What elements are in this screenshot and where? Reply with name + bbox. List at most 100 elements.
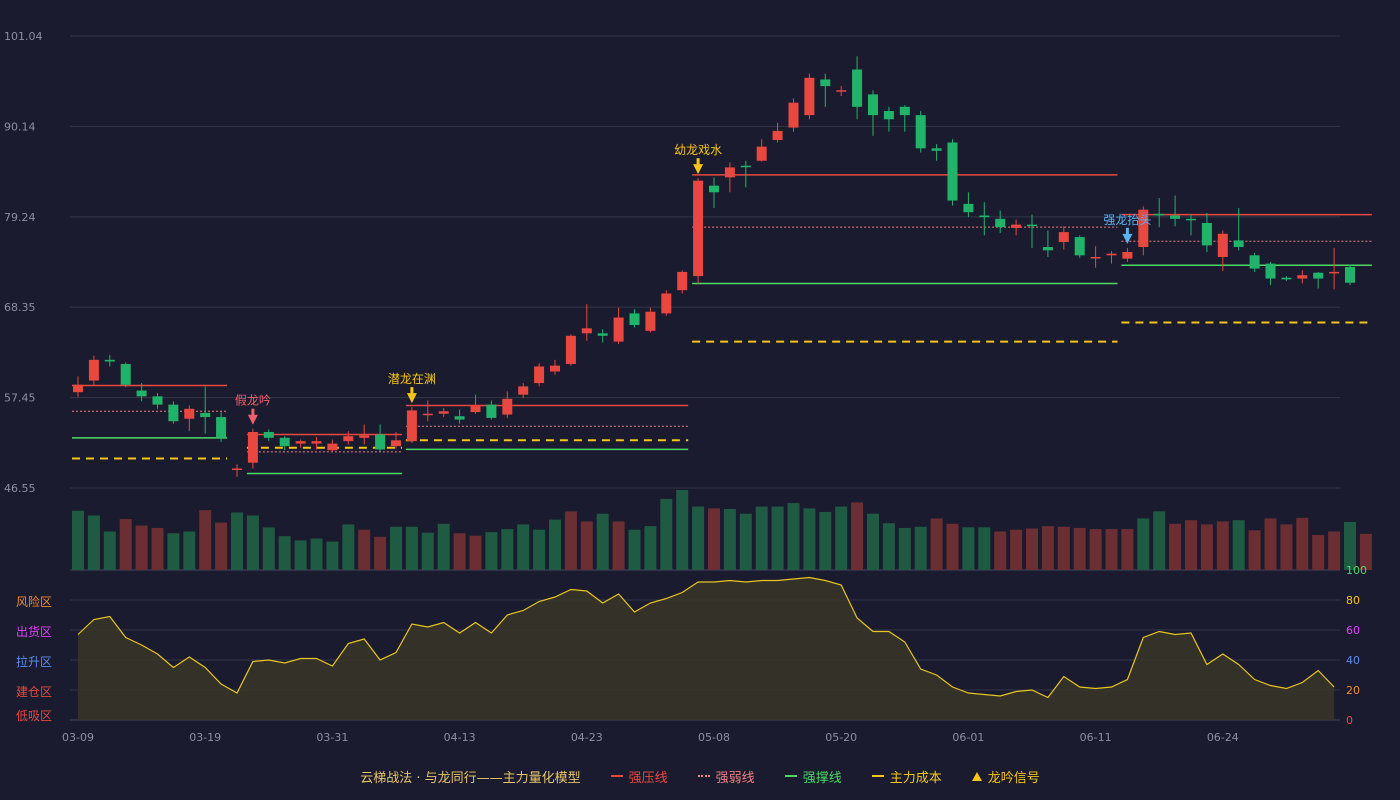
candle: [740, 160, 751, 188]
candle: [1281, 276, 1292, 282]
candle-body: [200, 412, 211, 418]
candle: [73, 376, 83, 398]
candle: [581, 304, 592, 341]
volume-bar: [962, 527, 975, 570]
volume-bar: [103, 531, 116, 570]
candle: [613, 307, 624, 345]
candle: [1170, 195, 1181, 227]
candle-body: [88, 359, 99, 381]
volume-bar: [708, 508, 720, 570]
volume-bar: [692, 506, 705, 570]
x-tick-label: 06-24: [1207, 731, 1239, 744]
candle: [597, 329, 608, 343]
candle: [1042, 230, 1053, 257]
legend-marker: [784, 775, 797, 777]
osc-tick-label: 100: [1346, 564, 1367, 577]
candle-body: [247, 432, 258, 463]
volume-bar: [151, 527, 164, 570]
candle-body: [565, 335, 576, 364]
candle: [168, 401, 179, 424]
signal-arrow-icon: [247, 414, 258, 425]
candle: [534, 363, 545, 387]
volume-bar: [739, 513, 752, 570]
y-tick-label: 79.24: [4, 211, 36, 224]
candle: [1233, 208, 1244, 251]
volume-bar: [72, 510, 84, 570]
volume-bar: [1232, 520, 1245, 570]
volume-bar: [183, 531, 196, 570]
candle: [565, 334, 576, 366]
candle: [1313, 271, 1324, 289]
candle-body: [1154, 213, 1165, 216]
candle: [1345, 264, 1355, 286]
candle-body: [1122, 252, 1133, 259]
candle: [295, 439, 306, 448]
candle-body: [311, 441, 322, 444]
candle: [979, 202, 990, 236]
candle-body: [518, 386, 529, 395]
candle: [247, 428, 258, 469]
candle-body: [1042, 247, 1053, 251]
candle-body: [168, 404, 179, 422]
legend-item-cost[interactable]: 主力成本: [871, 767, 942, 786]
candle-body: [836, 90, 847, 92]
legend-title: 云梯战法 · 与龙同行——主力量化模型: [360, 770, 581, 786]
signal-marker: 幼龙戏水: [674, 143, 722, 175]
candle: [931, 144, 942, 161]
signal-arrow-icon: [1122, 233, 1133, 244]
candle: [104, 354, 115, 367]
candle-body: [899, 106, 910, 116]
volume-bar: [469, 535, 482, 570]
candle: [327, 439, 338, 452]
volume-bar: [1264, 518, 1277, 570]
x-tick-label: 06-11: [1080, 731, 1112, 744]
legend-label: 强压线: [628, 770, 668, 786]
candle-body: [629, 313, 640, 326]
volume-bar: [628, 529, 641, 570]
candle: [359, 424, 370, 445]
volume-bar: [437, 523, 450, 570]
osc-area: [78, 577, 1335, 720]
volume-bar: [644, 526, 657, 570]
candle: [200, 386, 211, 434]
candle-body: [136, 390, 147, 397]
candle-body: [1027, 224, 1037, 227]
candle-body: [804, 77, 815, 116]
volume-bar: [533, 529, 546, 570]
legend-marker: [971, 771, 982, 781]
legend-item-press[interactable]: 强压线: [610, 767, 668, 786]
x-tick-label: 05-08: [698, 731, 730, 744]
volume-bar: [358, 529, 371, 570]
volume-bar: [246, 515, 259, 570]
candle-body: [422, 413, 433, 416]
candle: [1186, 213, 1196, 236]
volume-bar: [421, 532, 434, 570]
signal-marker: 假龙吟: [235, 393, 271, 425]
osc-line: [77, 576, 1335, 699]
candle-body: [1313, 272, 1324, 279]
candle-body: [232, 468, 242, 471]
signal-marker: 潜龙在渊: [388, 372, 436, 404]
candle-body: [613, 317, 624, 342]
candle-body: [740, 165, 751, 168]
candle-body: [693, 180, 704, 277]
candle-body: [709, 185, 719, 193]
candle: [868, 90, 878, 136]
candle: [263, 429, 274, 442]
candle-body: [406, 410, 417, 442]
candle-body: [327, 443, 338, 451]
legend-item-signal[interactable]: 龙吟信号: [971, 767, 1040, 786]
x-tick-label: 03-09: [62, 731, 94, 744]
volume-bar: [374, 536, 387, 570]
legend-item-weak[interactable]: 强弱线: [697, 767, 755, 786]
volume-bar: [390, 526, 402, 570]
candle-body: [359, 435, 370, 438]
volume-bar: [231, 512, 243, 570]
candle-body: [1011, 224, 1022, 228]
candle: [375, 424, 386, 452]
candle: [438, 407, 449, 418]
candle: [152, 393, 163, 409]
candle: [232, 464, 242, 477]
candle-body: [883, 110, 894, 120]
legend-item-support[interactable]: 强撑线: [784, 767, 842, 786]
